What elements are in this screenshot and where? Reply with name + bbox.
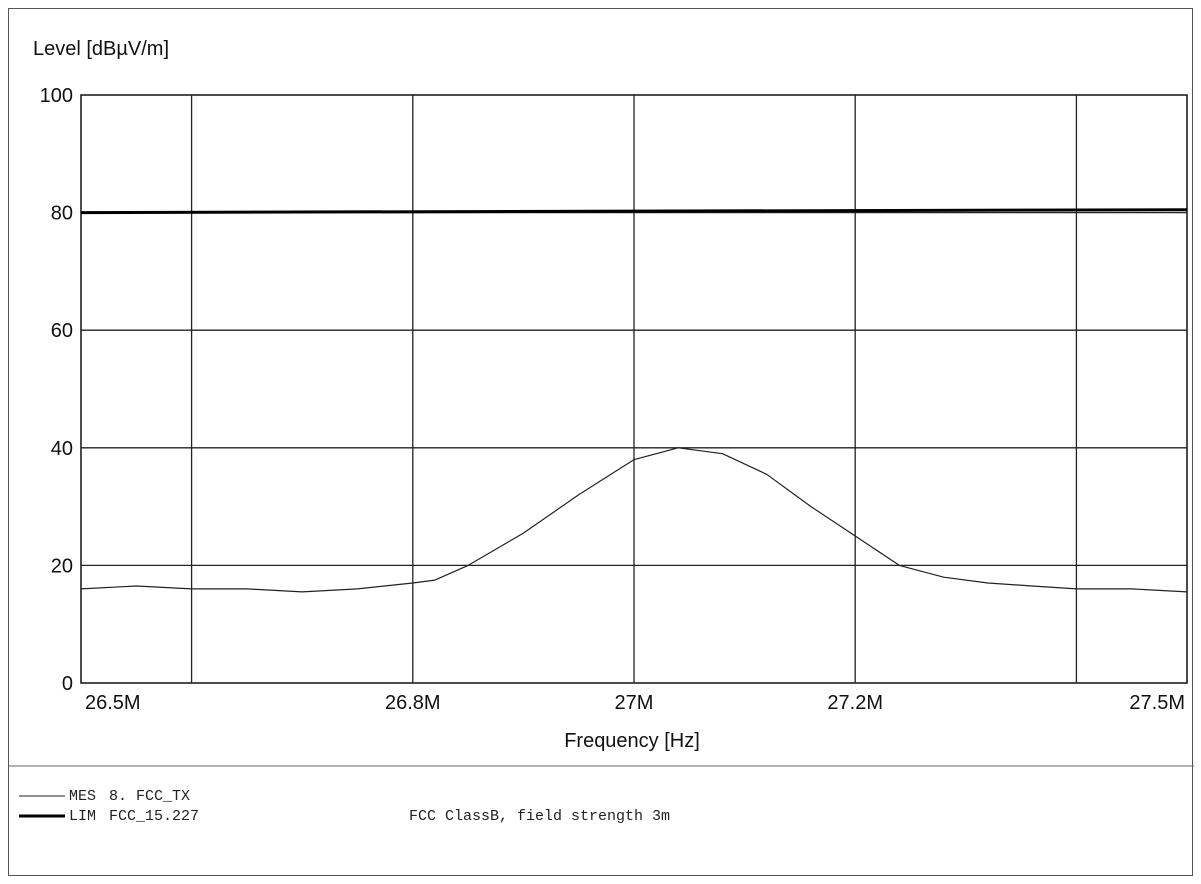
- legend-name: 8. FCC_TX: [109, 787, 191, 805]
- x-tick-label: 27.2M: [827, 692, 883, 714]
- x-tick-label: 26.8M: [385, 692, 441, 714]
- legend-line-mes: [19, 795, 65, 797]
- tick-labels: 0 20 40 60 80 100 26.5M 26.8M 27M 27.2M 27.5M: [40, 85, 1185, 714]
- legend-line-lim: [19, 814, 65, 818]
- y-tick-label: 60: [51, 320, 73, 342]
- x-axis-label: Frequency [Hz]: [564, 730, 700, 752]
- y-tick-label: 80: [51, 203, 73, 225]
- legend-name: FCC_15.227: [109, 807, 200, 825]
- legend-row-mes: MES 8. FCC_TX: [19, 785, 409, 807]
- legend-code: MES: [69, 787, 97, 805]
- y-tick-label: 0: [62, 673, 73, 695]
- y-tick-label: 20: [51, 555, 73, 577]
- y-tick-label: 40: [51, 438, 73, 460]
- x-tick-label: 26.5M: [85, 692, 141, 714]
- y-axis-label: Level [dBµV/m]: [33, 38, 169, 60]
- chart-frame: Level [dBµV/m] 0 20 40 60 80 100 26.5M 26.8M 27M…: [8, 8, 1194, 876]
- legend: MES 8. FCC_TX LIM FCC_15.227 FCC ClassB,…: [19, 785, 1199, 845]
- legend-row-lim: LIM FCC_15.227 FCC ClassB, field strengt…: [19, 805, 670, 827]
- legend-desc: FCC ClassB, field strength 3m: [409, 807, 671, 825]
- x-tick-label: 27M: [615, 692, 654, 714]
- legend-code: LIM: [69, 807, 97, 825]
- series-line-lim: [80, 208, 1188, 215]
- grid: [80, 94, 1188, 684]
- chart-svg: Level [dBµV/m] 0 20 40 60 80 100 26.5M 26.8M 27M…: [9, 38, 1194, 767]
- series-group: [80, 208, 1188, 593]
- y-tick-label: 100: [40, 85, 73, 107]
- series-line-mes: [80, 447, 1188, 593]
- x-tick-label: 27.5M: [1129, 692, 1185, 714]
